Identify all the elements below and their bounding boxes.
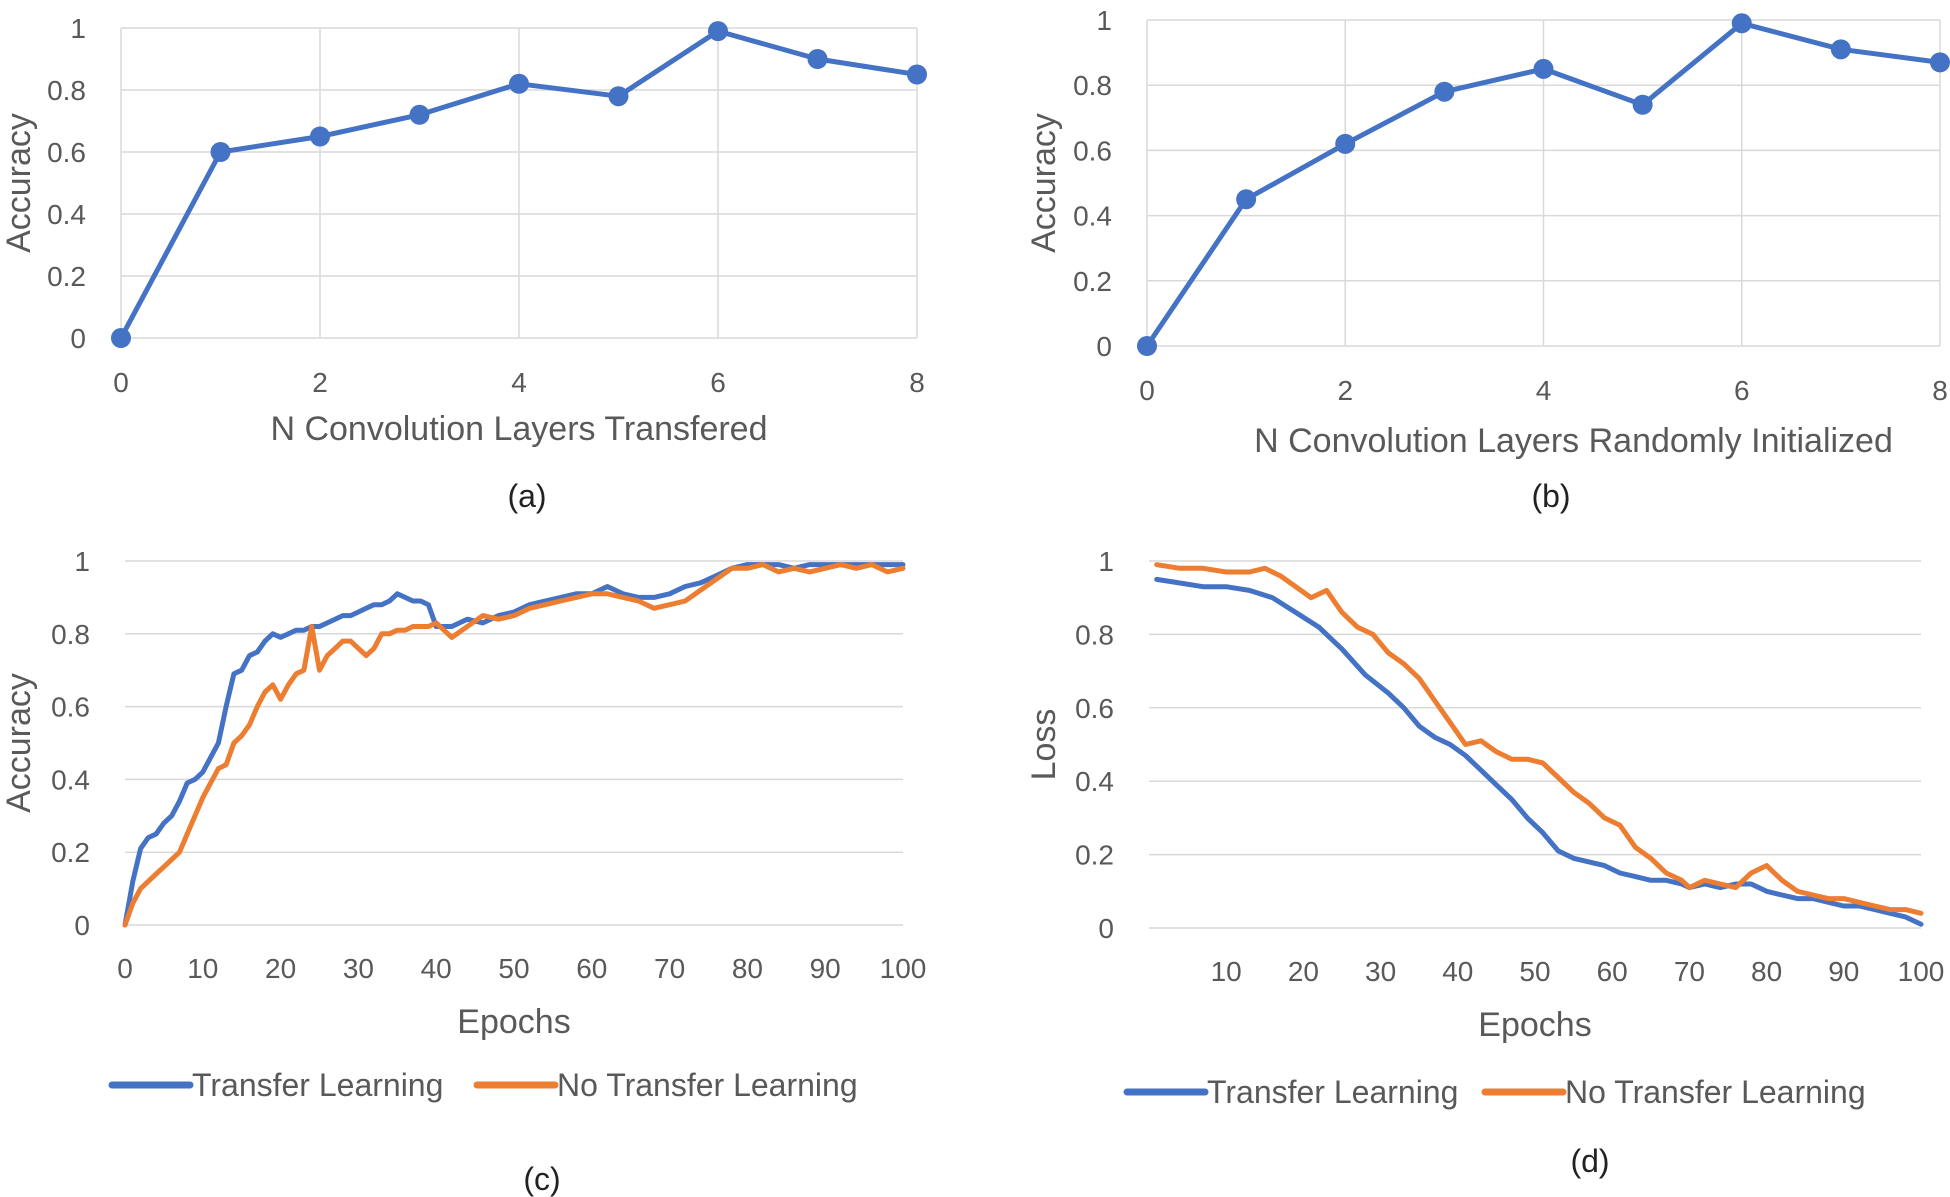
x-axis-label: Epochs [1478, 1006, 1591, 1044]
y-tick-label: 0 [74, 910, 90, 941]
series-line [1154, 576, 1924, 927]
y-tick-label: 0.8 [1073, 70, 1112, 101]
x-tick-label: 8 [909, 367, 925, 398]
y-axis-label: Accuracy [1025, 113, 1063, 253]
data-point [807, 49, 828, 69]
x-tick-label: 6 [1734, 375, 1750, 406]
data-point [210, 142, 231, 162]
data-point [608, 86, 629, 107]
x-tick-label: 60 [576, 953, 607, 984]
data-point [1731, 13, 1752, 34]
x-tick-label: 8 [1932, 375, 1948, 406]
y-axis-label: Loss [1025, 709, 1063, 781]
series-line [122, 562, 906, 928]
x-tick-label: 90 [1828, 956, 1859, 987]
legend-label: Transfer Learning [192, 1067, 443, 1103]
data-point [409, 104, 430, 125]
x-tick-label: 0 [117, 953, 133, 984]
x-tick-label: 30 [343, 953, 374, 984]
series-line [122, 562, 906, 928]
y-tick-label: 1 [1098, 546, 1114, 577]
x-tick-label: 80 [1751, 956, 1782, 987]
data-point [509, 73, 529, 94]
panel-caption: (b) [1531, 478, 1570, 514]
chart-b: 0 0.2 0.4 0.6 0.8 1 0 2 4 6 8 N Convolution Layers … [1025, 5, 1950, 514]
y-axis-label: Accuracy [0, 113, 38, 253]
data-point [708, 21, 728, 42]
x-tick-label: 4 [511, 367, 527, 398]
x-tick-label: 2 [312, 367, 328, 398]
data-point [1830, 39, 1851, 60]
x-tick-label: 70 [654, 953, 685, 984]
data-point [1632, 94, 1653, 115]
data-point [1236, 189, 1257, 210]
legend-label: Transfer Learning [1207, 1074, 1458, 1110]
x-axis-label: N Convolution Layers Transfered [270, 410, 767, 448]
x-tick-label: 6 [710, 367, 726, 398]
y-tick-label: 0.6 [47, 137, 86, 168]
y-tick-label: 0 [1096, 331, 1112, 362]
x-tick-label: 30 [1365, 956, 1396, 987]
data-point [907, 64, 927, 85]
panel-caption: (d) [1570, 1143, 1609, 1179]
x-tick-label: 80 [732, 953, 763, 984]
y-tick-label: 0.8 [51, 619, 90, 650]
x-tick-label: 60 [1597, 956, 1628, 987]
legend-label: No Transfer Learning [557, 1067, 858, 1103]
y-tick-label: 0 [70, 323, 86, 354]
x-tick-label: 10 [1211, 956, 1242, 987]
x-tick-label: 20 [265, 953, 296, 984]
series-line [1154, 562, 1924, 916]
x-tick-label: 40 [421, 953, 452, 984]
y-axis-label: Accuracy [0, 673, 38, 813]
y-tick-label: 1 [70, 13, 86, 44]
y-tick-label: 0.8 [47, 75, 86, 106]
x-tick-label: 50 [498, 953, 529, 984]
chart-c: 00.20.40.60.810 10 20 30 40 50 60 70 80 90 100Epoc… [0, 546, 926, 1197]
chart-d: 0 0.2 0.4 0.6 0.8 1 10 20 30 40 50 60 70 80 90 100 Epoch… [1025, 546, 1944, 1179]
x-tick-label: 10 [187, 953, 218, 984]
x-tick-label: 2 [1337, 375, 1353, 406]
y-tick-label: 0.2 [47, 261, 86, 292]
y-tick-label: 0.4 [1073, 201, 1112, 232]
x-tick-label: 100 [880, 953, 927, 984]
y-tick-label: 1 [74, 546, 90, 577]
x-tick-label: 0 [113, 367, 129, 398]
y-tick-label: 0.6 [1075, 693, 1114, 724]
x-tick-label: 70 [1674, 956, 1705, 987]
x-tick-label: 0 [1139, 375, 1155, 406]
x-axis-label: N Convolution Layers Randomly Initialize… [1254, 422, 1893, 460]
y-tick-label: 0.4 [1075, 766, 1114, 797]
x-tick-label: 100 [1898, 956, 1945, 987]
y-tick-label: 1 [1096, 5, 1112, 36]
chart-a: 0 0.2 0.4 0.6 0.8 1 0 2 4 6 8 N Convolution Layers … [0, 13, 927, 514]
x-tick-label: 40 [1442, 956, 1473, 987]
y-tick-label: 0.4 [47, 199, 86, 230]
data-point [310, 126, 330, 147]
y-tick-label: 0.2 [51, 837, 90, 868]
y-tick-label: 0.2 [1075, 840, 1114, 871]
data-point [1533, 58, 1554, 79]
y-tick-label: 0.6 [1073, 135, 1112, 166]
y-tick-label: 0.4 [51, 764, 90, 795]
panel-caption: (c) [523, 1161, 560, 1197]
y-tick-label: 0 [1098, 913, 1114, 944]
data-point [1335, 133, 1356, 154]
x-axis-label: Epochs [457, 1003, 570, 1041]
x-tick-label: 90 [810, 953, 841, 984]
y-tick-label: 0.6 [51, 692, 90, 723]
data-point [111, 328, 131, 348]
y-tick-label: 0.2 [1073, 266, 1112, 297]
x-tick-label: 20 [1288, 956, 1319, 987]
x-tick-label: 50 [1519, 956, 1550, 987]
data-point [1930, 52, 1950, 73]
y-tick-label: 0.8 [1075, 619, 1114, 650]
panel-caption: (a) [507, 478, 546, 514]
legend-label: No Transfer Learning [1565, 1074, 1866, 1110]
data-point [1137, 336, 1157, 356]
x-tick-label: 4 [1536, 375, 1552, 406]
data-point [1434, 81, 1455, 102]
